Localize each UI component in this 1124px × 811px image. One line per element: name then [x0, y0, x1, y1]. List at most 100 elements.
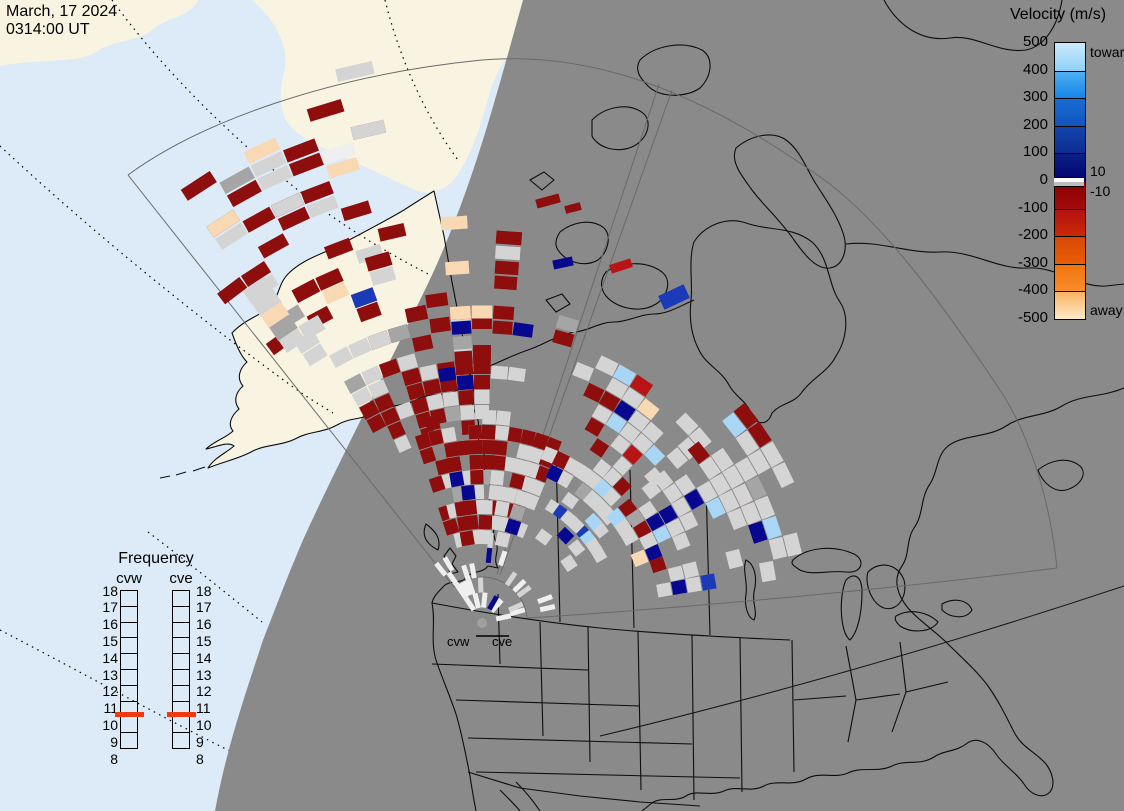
radar-echo-cell — [424, 414, 441, 432]
velocity-tick-label: -100 — [1017, 198, 1048, 216]
radar-echo-cell — [574, 482, 594, 502]
radar-echo-cell — [335, 60, 375, 83]
radar-echo-cell — [687, 441, 710, 465]
radar-echo-cell — [507, 366, 526, 382]
frequency-cell — [172, 716, 190, 734]
radar-echo-cell — [215, 222, 248, 250]
radar-echo-cell — [429, 316, 452, 334]
radar-echo-cell — [463, 596, 476, 612]
radar-echo-cell — [487, 595, 499, 611]
time-text: 0314:00 UT — [6, 21, 90, 38]
frequency-scale-number: 18 — [196, 582, 212, 599]
radar-echo-cell — [474, 390, 490, 404]
radar-echo-cell — [745, 476, 767, 501]
frequency-cell — [120, 684, 138, 702]
radar-echo-cell — [667, 565, 685, 582]
radar-echo-cell — [240, 261, 272, 287]
velocity-tick-label: 0 — [1039, 171, 1048, 188]
radar-echo-cell — [613, 400, 636, 422]
away-label: away — [1090, 302, 1123, 318]
frequency-cell — [120, 668, 138, 686]
frequency-scale-number: 16 — [196, 616, 212, 633]
radar-echo-cell — [378, 358, 401, 378]
radar-echo-cell — [481, 592, 488, 608]
radar-echo-cell — [481, 439, 495, 455]
radar-echo-cell — [474, 375, 490, 389]
radar-echo-cell — [519, 429, 537, 446]
radar-echo-cell — [699, 456, 721, 480]
radar-echo-cell — [502, 456, 518, 473]
radar-echo-cell — [498, 550, 508, 567]
radar-echo-cell — [397, 353, 419, 372]
radar-echo-cell — [446, 456, 462, 473]
radar-echo-cell — [478, 514, 493, 530]
frequency-cell — [172, 653, 190, 670]
radar-echo-cell — [516, 584, 532, 598]
radar-echo-cell — [291, 278, 321, 303]
radar-echo-cell — [619, 527, 639, 547]
radar-echo-cell — [495, 245, 521, 261]
radar-site-dot — [477, 618, 487, 628]
radar-echo-cell — [567, 539, 586, 557]
radar-echo-cell — [480, 454, 495, 470]
frequency-scale-number: 16 — [102, 616, 118, 633]
radar-echo-cell — [605, 412, 627, 434]
radar-echo-cell — [644, 544, 663, 562]
radar-echo-cell — [490, 470, 505, 486]
radar-echo-cell — [504, 571, 518, 587]
near-zero-negative-label: -10 — [1090, 183, 1111, 199]
radar-echo-cell — [619, 422, 641, 444]
night-overlay — [215, 0, 1124, 811]
frequency-column-cve: cve — [169, 570, 193, 587]
radar-echo-cell — [684, 488, 705, 511]
radar-echo-cell — [387, 324, 411, 344]
radar-echo-cell — [454, 350, 473, 365]
frequency-cell — [172, 732, 190, 749]
radar-echo-cell — [760, 441, 784, 468]
radar-echo-cell — [573, 463, 593, 483]
small-arctic-islands — [529, 171, 571, 313]
radar-echo-cell — [412, 334, 434, 353]
fov-near-arc — [453, 576, 528, 619]
frequency-column-cvw: cvw — [116, 570, 142, 587]
zero-band-positive — [1054, 178, 1084, 182]
frequency-scale-number: 9 — [196, 733, 204, 750]
mexico-border-baja — [467, 771, 701, 811]
radar-echo-cell — [555, 314, 580, 334]
radar-echo-cell — [364, 251, 393, 272]
radar-echo-cell — [566, 516, 585, 534]
radar-echo-cell — [560, 554, 578, 573]
frequency-scale-number: 17 — [102, 599, 118, 616]
lake-huron — [866, 564, 906, 610]
radar-echo-cell — [490, 365, 509, 380]
radar-echo-cell — [401, 367, 422, 386]
radar-echo-cell — [469, 562, 477, 579]
radar-echo-cell — [443, 441, 460, 458]
radar-echo-cell — [472, 592, 481, 609]
radar-echo-cell — [493, 440, 508, 456]
arctic-coast — [469, 299, 695, 375]
radar-echo-cell — [366, 413, 387, 433]
radar-echo-cell — [425, 292, 449, 309]
east-coast — [641, 387, 1124, 811]
radar-echo-cell — [734, 457, 758, 482]
radar-echo-cell — [422, 378, 442, 396]
radar-echo-cell — [306, 98, 345, 122]
radar-echo-cell — [666, 447, 689, 470]
radar-echo-cell — [469, 454, 484, 470]
radar-echo-cell — [591, 404, 613, 425]
radar-echo-cell — [535, 193, 561, 209]
radar-echo-cell — [377, 222, 407, 242]
velocity-segment — [1055, 43, 1085, 71]
radar-echo-cell — [606, 507, 626, 527]
velocity-tick-label: 100 — [1022, 143, 1048, 161]
radar-echo-cell — [561, 491, 579, 510]
geomagnetic-grid-dotted — [0, 0, 459, 766]
radar-echo-cell — [670, 579, 688, 596]
radar-echo-cell — [711, 447, 734, 472]
timestamp: March, 17 2024 0314:00 UT — [6, 3, 117, 39]
radar-echo-cell — [243, 137, 281, 164]
radar-echo-cell — [470, 469, 484, 485]
velocity-colorbar — [1054, 42, 1086, 320]
